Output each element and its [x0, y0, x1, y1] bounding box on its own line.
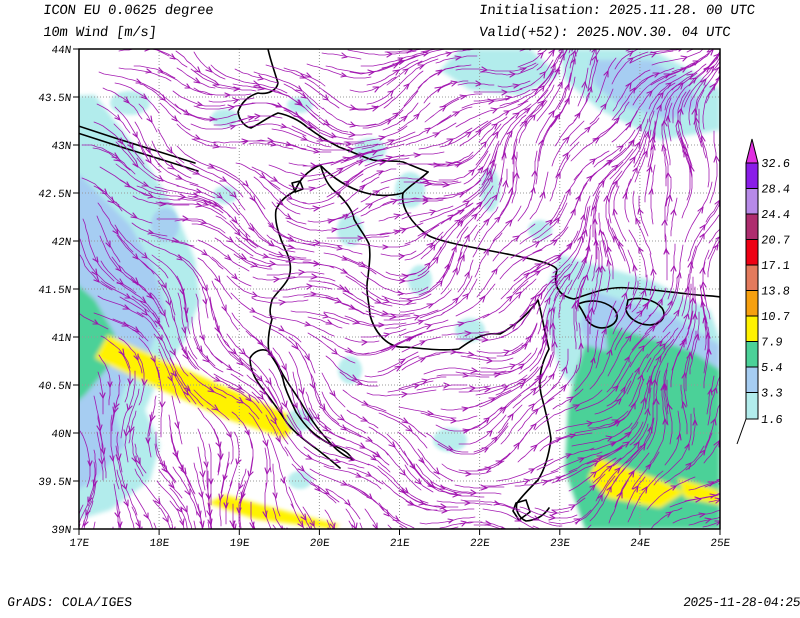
svg-text:10.7: 10.7 [760, 310, 790, 324]
svg-text:20.7: 20.7 [760, 234, 790, 248]
svg-text:5.4: 5.4 [760, 361, 783, 375]
svg-text:28.4: 28.4 [761, 183, 791, 197]
svg-text:13.8: 13.8 [760, 285, 790, 299]
svg-text:3.3: 3.3 [760, 387, 783, 401]
svg-text:1.6: 1.6 [760, 413, 783, 427]
svg-text:7.9: 7.9 [760, 336, 783, 350]
svg-text:17.1: 17.1 [760, 259, 790, 273]
svg-text:24.4: 24.4 [760, 208, 790, 222]
svg-text:32.6: 32.6 [761, 157, 791, 171]
